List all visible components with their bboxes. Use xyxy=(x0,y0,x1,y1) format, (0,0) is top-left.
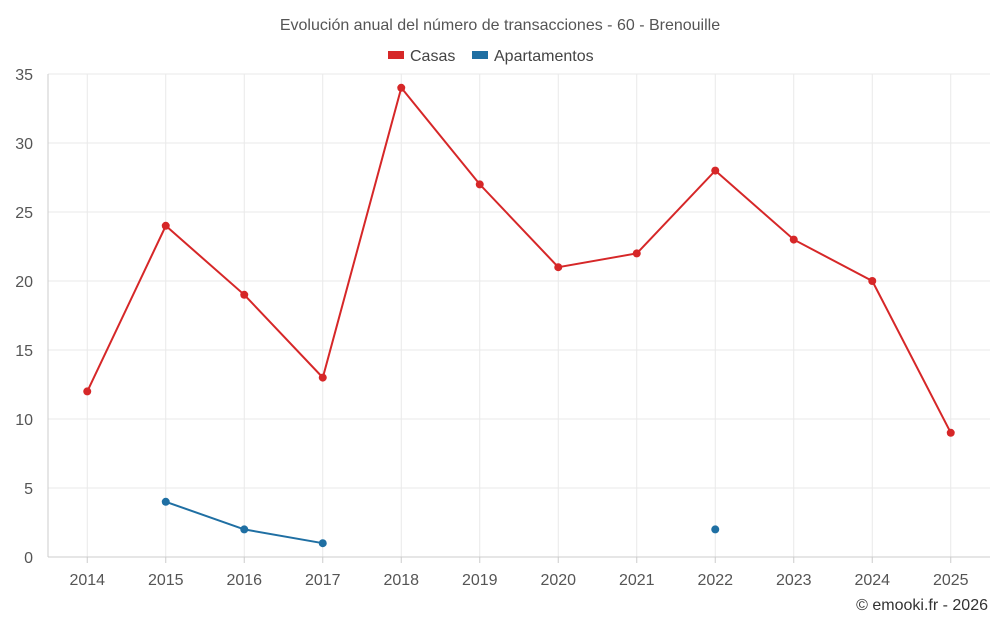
y-tick-label: 30 xyxy=(15,136,33,153)
x-tick-label: 2016 xyxy=(226,572,262,589)
x-tick-label: 2020 xyxy=(540,572,576,589)
x-tick-label: 2015 xyxy=(148,572,184,589)
data-point-apartamentos[interactable]: Apartamentos 2017: 1 xyxy=(318,539,327,548)
data-point-casas[interactable]: Casas 2015: 24 xyxy=(161,221,170,230)
x-tick-label: 2021 xyxy=(619,572,655,589)
legend-swatch-apartamentos xyxy=(472,51,488,59)
legend-swatch-casas xyxy=(388,51,404,59)
x-tick-label: 2014 xyxy=(69,572,105,589)
data-point-casas[interactable]: Casas 2018: 34 xyxy=(397,83,406,92)
data-point-casas[interactable]: Casas 2021: 22 xyxy=(632,249,641,258)
x-tick-label: 2019 xyxy=(462,572,498,589)
y-tick-label: 0 xyxy=(24,550,33,567)
x-tick-label: 2024 xyxy=(854,572,890,589)
legend: Casas Apartamentos xyxy=(388,48,594,65)
data-point-apartamentos[interactable]: Apartamentos 2016: 2 xyxy=(240,525,249,534)
legend-label-apartamentos[interactable]: Apartamentos xyxy=(494,48,594,65)
data-point-casas[interactable]: Casas 2016: 19 xyxy=(240,290,249,299)
y-tick-label: 25 xyxy=(15,205,33,222)
data-point-apartamentos[interactable]: Apartamentos 2022: 2 xyxy=(711,525,720,534)
y-tick-label: 10 xyxy=(15,412,33,429)
y-tick-label: 5 xyxy=(24,481,33,498)
chart-title: Evolución anual del número de transaccio… xyxy=(280,17,720,34)
data-point-casas[interactable]: Casas 2014: 12 xyxy=(83,387,92,396)
data-point-apartamentos[interactable]: Apartamentos 2015: 4 xyxy=(161,497,170,506)
data-point-casas[interactable]: Casas 2024: 20 xyxy=(868,277,877,285)
data-point-casas[interactable]: Casas 2022: 28 xyxy=(711,166,720,175)
series-line-casas xyxy=(86,85,952,434)
data-point-casas[interactable]: Casas 2023: 23 xyxy=(789,235,798,244)
data-point-casas[interactable]: Casas 2025: 9 xyxy=(946,428,955,437)
credit-text: © emooki.fr - 2026 xyxy=(856,597,988,614)
x-tick-label: 2023 xyxy=(776,572,812,589)
data-point-casas[interactable]: Casas 2020: 21 xyxy=(554,263,563,272)
y-tick-label: 20 xyxy=(15,274,33,291)
x-tick-label: 2017 xyxy=(305,572,341,589)
x-tick-label: 2022 xyxy=(697,572,733,589)
y-tick-label: 15 xyxy=(15,343,33,360)
x-tick-label: 2018 xyxy=(383,572,419,589)
series: Casas 2014: 12 Casas 2015: 24 Casas 2016: … xyxy=(83,83,955,548)
data-point-casas[interactable]: Casas 2019: 27 xyxy=(475,180,484,189)
y-tick-label: 35 xyxy=(15,67,33,84)
legend-label-casas[interactable]: Casas xyxy=(410,48,455,65)
data-point-casas[interactable]: Casas 2017: 13 xyxy=(318,373,327,382)
x-tick-label: 2025 xyxy=(933,572,969,589)
grid xyxy=(48,73,990,557)
